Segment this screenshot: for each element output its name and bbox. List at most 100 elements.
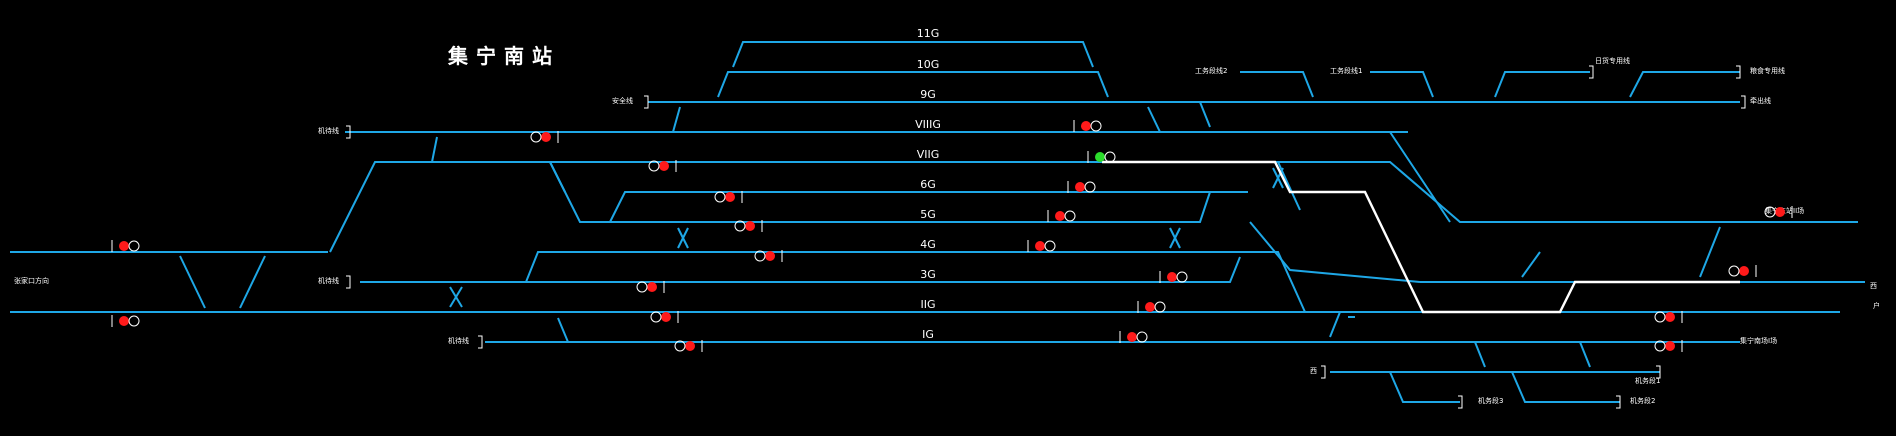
buffer-stop-icon [1458, 395, 1463, 409]
signal-sig-iig-w[interactable] [650, 311, 679, 323]
signal-sig-iig-e[interactable] [1137, 301, 1166, 313]
place-label-gongwuduan2: 工务段线2 [1195, 66, 1227, 75]
place-label-jining-right-b: 户 [1873, 301, 1880, 310]
track-segment[interactable] [1699, 226, 1721, 278]
track-label-viig: VIIG [917, 148, 940, 161]
buffer-stop-icon [1656, 365, 1661, 379]
track-segment[interactable] [1389, 371, 1460, 403]
signal-red-lamp-icon [119, 241, 129, 251]
track-segment[interactable] [1511, 371, 1620, 403]
signal-red-lamp-icon [661, 312, 671, 322]
signal-sig-3g-e[interactable] [1159, 271, 1188, 283]
signal-red-lamp-icon [685, 341, 695, 351]
signal-dark-lamp-icon [1154, 301, 1166, 313]
track-segment[interactable] [1370, 71, 1434, 98]
signal-sig-5g-w[interactable] [734, 220, 763, 232]
signal-red-lamp-icon [725, 192, 735, 202]
signal-red-lamp-icon [1055, 211, 1065, 221]
signal-sig-6g-w[interactable] [714, 191, 743, 203]
track-segment[interactable] [431, 136, 438, 163]
signal-sig-4g-e[interactable] [1027, 240, 1056, 252]
signal-red-lamp-icon [1665, 312, 1675, 322]
track-segment[interactable] [1494, 71, 1590, 98]
track-label-9g: 9G [920, 88, 936, 101]
signal-sig-viig-w[interactable] [648, 160, 677, 172]
track-6g[interactable] [609, 191, 1248, 223]
track-segment[interactable] [672, 106, 681, 133]
signal-dark-lamp-icon [1044, 240, 1056, 252]
signal-dark-lamp-icon [1104, 151, 1116, 163]
signal-dark-lamp-icon [1084, 181, 1096, 193]
signal-sig-ig-e[interactable] [1119, 331, 1148, 343]
track-11g[interactable] [732, 41, 1094, 68]
track-segment[interactable] [179, 255, 206, 309]
signal-red-lamp-icon [765, 251, 775, 261]
signal-dark-lamp-icon [648, 160, 660, 172]
signal-sig-6g-e[interactable] [1067, 181, 1096, 193]
signal-red-lamp-icon [1665, 341, 1675, 351]
signal-sig-left-upper[interactable] [111, 240, 140, 252]
track-segment[interactable] [1389, 131, 1451, 223]
track-segment[interactable] [677, 227, 689, 249]
signal-red-lamp-icon [647, 282, 657, 292]
buffer-stop-icon [1321, 365, 1326, 379]
signal-green-lamp-icon [1095, 152, 1105, 162]
signal-sig-left-lower[interactable] [111, 315, 140, 327]
place-label-jiwuduan1: 机务段1 [1635, 376, 1660, 385]
signal-sig-viiig-w[interactable] [530, 131, 559, 143]
track-segment[interactable] [1629, 71, 1740, 98]
track-segment[interactable] [449, 286, 463, 308]
signal-dark-lamp-icon [1090, 120, 1102, 132]
signal-red-lamp-icon [1167, 272, 1177, 282]
place-label-jiwuduan3: 机务段3 [1478, 396, 1503, 405]
track-segment[interactable] [1329, 311, 1341, 338]
track-label-11g: 11G [917, 27, 940, 40]
signal-dark-lamp-icon [1764, 206, 1776, 218]
track-segment[interactable] [1474, 341, 1486, 368]
track-10g[interactable] [717, 71, 1109, 98]
track-segment[interactable] [239, 255, 266, 309]
place-label-jiwuduan2: 机务段2 [1630, 396, 1655, 405]
track-label-10g: 10G [917, 58, 940, 71]
signal-sig-right-2[interactable] [1728, 265, 1757, 277]
track-label-3g: 3G [920, 268, 936, 281]
signal-sig-ig-w[interactable] [674, 340, 703, 352]
track-segment[interactable] [557, 317, 569, 343]
signal-dark-lamp-icon [1728, 265, 1740, 277]
signal-sig-4g-w[interactable] [754, 250, 783, 262]
signal-sig-right-3[interactable] [1654, 311, 1683, 323]
track-segment[interactable] [549, 161, 566, 193]
track-segment[interactable] [1199, 101, 1211, 128]
place-label-jining-south: 集宁南场I场 [1740, 336, 1777, 345]
buffer-stop-icon [1736, 65, 1741, 79]
track-segment[interactable] [1249, 221, 1421, 283]
place-label-anquanxian: 安全线 [612, 96, 633, 105]
track-3g[interactable] [360, 256, 1241, 283]
track-label-viiig: VIIIG [915, 118, 941, 131]
station-title: 集宁南站 [448, 44, 560, 68]
buffer-stop-icon [346, 275, 351, 289]
signal-sig-viig-e[interactable] [1087, 151, 1116, 163]
track-segment[interactable] [1169, 227, 1181, 249]
signal-sig-3g-w[interactable] [636, 281, 665, 293]
signal-sig-right-1[interactable] [1764, 206, 1793, 218]
track-viig[interactable] [329, 161, 1095, 253]
signal-sig-right-4[interactable] [1654, 340, 1683, 352]
signal-dark-lamp-icon [530, 131, 542, 143]
signal-dark-lamp-icon [754, 250, 766, 262]
signal-dark-lamp-icon [128, 315, 140, 327]
signal-dark-lamp-icon [650, 311, 662, 323]
track-label-6g: 6G [920, 178, 936, 191]
buffer-stop-icon [478, 335, 483, 349]
signal-red-lamp-icon [745, 221, 755, 231]
track-4g[interactable] [525, 251, 1306, 313]
track-segment[interactable] [1579, 341, 1591, 368]
signal-red-lamp-icon [1081, 121, 1091, 131]
track-segment[interactable] [1240, 71, 1314, 98]
place-label-qiandaoxian-low: 机待线 [448, 336, 469, 345]
track-segment[interactable] [1147, 106, 1161, 133]
signal-sig-5g-e[interactable] [1047, 210, 1076, 222]
track-segment[interactable] [1272, 167, 1284, 189]
signal-sig-viiig-e[interactable] [1073, 120, 1102, 132]
track-segment[interactable] [1521, 251, 1541, 278]
